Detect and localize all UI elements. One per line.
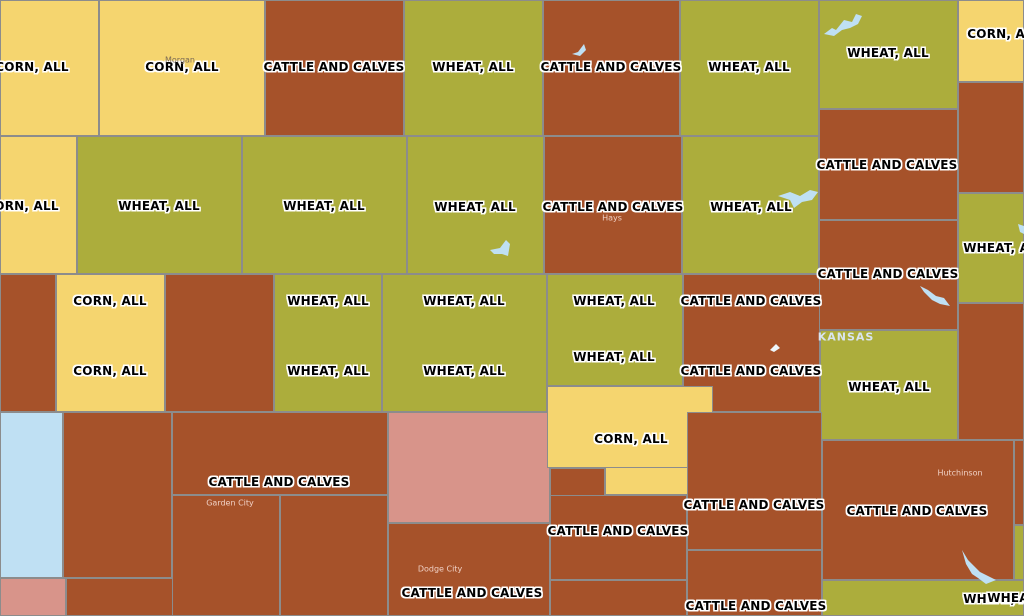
county-crop-label: CATTLE AND CALVES xyxy=(685,599,827,613)
county[interactable] xyxy=(0,136,77,274)
county-crop-label: CATTLE AND CALVES xyxy=(263,60,405,74)
county-crop-label: CORN, ALL xyxy=(967,27,1024,41)
county[interactable] xyxy=(819,109,958,220)
county-crop-label: WHEAT, ALL xyxy=(963,592,1024,606)
reservoir-icon xyxy=(778,190,818,208)
county-crop-label: WHEAT, ALL xyxy=(423,364,505,378)
county[interactable] xyxy=(77,136,242,274)
county-crop-label: CORN, ALL xyxy=(594,432,668,446)
county[interactable] xyxy=(407,136,544,274)
county[interactable] xyxy=(280,495,388,616)
county[interactable] xyxy=(0,274,56,412)
county[interactable] xyxy=(819,220,958,330)
county[interactable] xyxy=(550,495,687,580)
county[interactable] xyxy=(543,0,680,136)
county-crop-label: CATTLE AND CALVES xyxy=(680,364,822,378)
county[interactable] xyxy=(63,412,172,578)
county-crop-label: CORN, ALL xyxy=(145,60,219,74)
county[interactable] xyxy=(0,578,66,616)
reservoir-icon xyxy=(572,44,586,56)
county[interactable] xyxy=(56,274,165,412)
county[interactable] xyxy=(958,193,1024,303)
county-crop-label: WHEAT, ALL xyxy=(708,60,790,74)
reservoir-icon xyxy=(770,344,780,352)
county-crop-label: WHEAT, ALL xyxy=(847,46,929,60)
state-label: KANSAS xyxy=(817,330,875,344)
county-crop-label: CATTLE AND CALVES xyxy=(208,475,350,489)
county[interactable] xyxy=(822,440,1014,580)
county-crop-label: WHEAT, ALL xyxy=(118,199,200,213)
place-label-dodge-city: Dodge City xyxy=(417,564,463,574)
county[interactable] xyxy=(1014,440,1024,525)
reservoir-icon xyxy=(824,14,862,36)
county-crop-label: CATTLE AND CALVES xyxy=(680,294,822,308)
county[interactable] xyxy=(265,0,404,136)
county[interactable] xyxy=(1014,525,1024,580)
county[interactable] xyxy=(388,412,550,523)
county[interactable] xyxy=(680,0,819,136)
county-crop-label: WHEAT, ALL xyxy=(432,60,514,74)
county[interactable] xyxy=(0,0,99,136)
place-label-hays: Hays xyxy=(602,213,622,223)
county-crop-label: WHEAT, ALL xyxy=(423,294,505,308)
county[interactable] xyxy=(958,82,1024,193)
county[interactable] xyxy=(550,580,687,616)
county[interactable] xyxy=(242,136,407,274)
county-crop-label: CATTLE AND CALVES xyxy=(817,267,959,281)
county-crop-label: WHEAT, ALL xyxy=(283,199,365,213)
county-crop-label: CATTLE AND CALVES xyxy=(401,586,543,600)
county[interactable] xyxy=(547,386,713,468)
county[interactable] xyxy=(172,495,280,616)
county-crop-label: CATTLE AND CALVES xyxy=(846,504,988,518)
place-label-hutchinson: Hutchinson xyxy=(937,468,983,478)
county-crop-label: CATTLE AND CALVES xyxy=(540,60,682,74)
county[interactable] xyxy=(382,274,547,412)
county[interactable] xyxy=(172,412,388,495)
county[interactable] xyxy=(66,578,174,616)
county[interactable] xyxy=(165,274,274,412)
county-crop-label: CORN, ALL xyxy=(0,199,59,213)
county-crop-label: WHEAT, ALL xyxy=(434,200,516,214)
county-crop-label: WHEAT, ALL xyxy=(963,241,1024,255)
county-crop-label: CATTLE AND CALVES xyxy=(816,158,958,172)
reservoir-icon xyxy=(962,550,996,584)
county[interactable] xyxy=(274,274,382,412)
county[interactable] xyxy=(388,523,550,616)
county-crop-label: WHEAT, ALL xyxy=(573,350,655,364)
county-crop-label: CATTLE AND CALVES xyxy=(683,498,825,512)
county-crop-label: WHEAT, ALL xyxy=(848,380,930,394)
county-crop-label: WHEAT, ALL xyxy=(710,200,792,214)
county[interactable] xyxy=(820,330,958,440)
county[interactable] xyxy=(544,136,682,274)
county[interactable] xyxy=(404,0,543,136)
county[interactable] xyxy=(687,550,822,616)
out-of-state-area xyxy=(0,412,63,578)
county-crop-label: CORN, ALL xyxy=(73,364,147,378)
county-crop-label: WHEAT, ALL xyxy=(287,364,369,378)
county-crop-label: CATTLE AND CALVES xyxy=(547,524,689,538)
place-label-morgan: Morgan xyxy=(165,55,195,65)
reservoir-icon xyxy=(920,286,950,306)
county[interactable] xyxy=(547,274,683,386)
county[interactable] xyxy=(958,0,1024,82)
county[interactable] xyxy=(819,0,958,109)
county-crop-label: WHEA xyxy=(987,591,1024,605)
county-crop-label: CORN, ALL xyxy=(73,294,147,308)
county-crop-label: WHEAT, ALL xyxy=(287,294,369,308)
reservoir-icon xyxy=(1018,224,1024,234)
county[interactable] xyxy=(99,0,265,136)
county-crop-label: CORN, ALL xyxy=(0,60,69,74)
county-crop-label: CATTLE AND CALVES xyxy=(542,200,684,214)
county[interactable] xyxy=(687,412,822,550)
reservoir-icon xyxy=(490,240,510,256)
county[interactable] xyxy=(958,303,1024,440)
county-crop-label: WHEAT, ALL xyxy=(573,294,655,308)
place-label-garden-city: Garden City xyxy=(206,498,254,508)
